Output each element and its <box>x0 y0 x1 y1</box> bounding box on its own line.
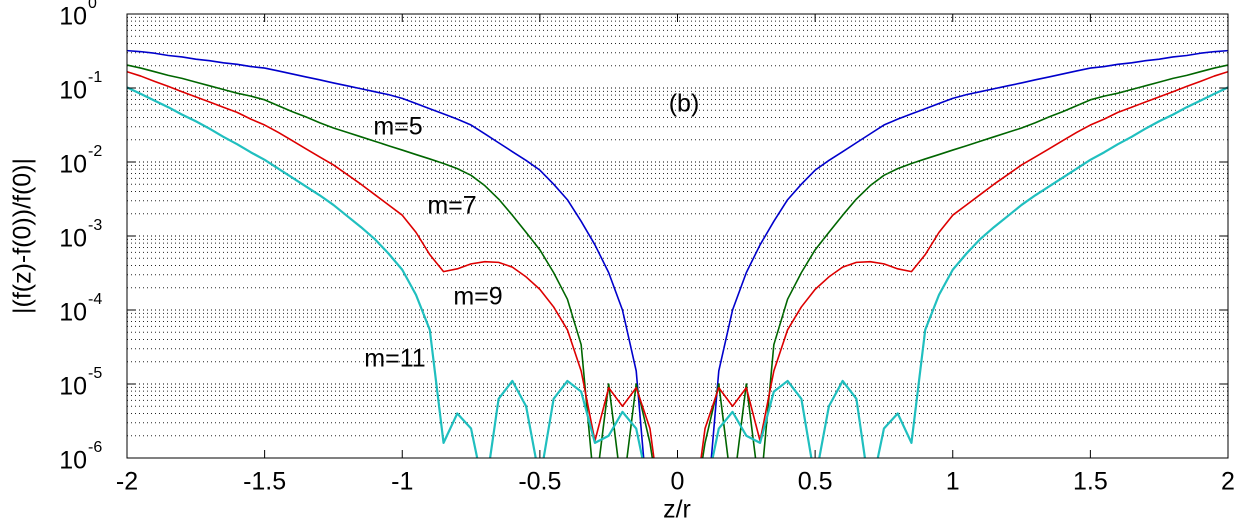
series-label: m=11 <box>364 345 425 373</box>
x-tick-label: 0 <box>671 468 685 496</box>
x-tick-label: -1 <box>391 468 413 496</box>
y-tick-label: 10 <box>59 77 87 105</box>
series-line <box>127 70 1228 458</box>
x-axis-title: z/r <box>663 496 691 524</box>
series-label: m=5 <box>373 113 422 141</box>
y-tick-label: 10 <box>59 299 87 327</box>
y-tick-exponent: -4 <box>88 291 102 308</box>
y-tick-exponent: -5 <box>88 365 102 382</box>
x-tick-label: 1 <box>946 468 960 496</box>
plot-area <box>127 14 1228 458</box>
y-tick-label: 10 <box>59 3 87 31</box>
y-tick-label: 10 <box>59 373 87 401</box>
y-tick-exponent: -1 <box>88 69 102 86</box>
x-tick-label: -1.5 <box>243 468 286 496</box>
y-tick-label: 10 <box>59 447 87 475</box>
series-line <box>127 64 1228 458</box>
y-tick-exponent: -2 <box>88 143 102 160</box>
x-tick-label: 0.5 <box>798 468 833 496</box>
y-tick-exponent: 0 <box>88 0 97 12</box>
y-axis-title: |(f(z)-f(0))/f(0)| <box>9 158 37 314</box>
x-tick-label: 2 <box>1221 468 1235 496</box>
series-line <box>127 86 1228 458</box>
y-tick-exponent: -6 <box>88 439 102 456</box>
y-tick-label: 10 <box>59 225 87 253</box>
x-tick-label: -2 <box>116 468 138 496</box>
x-tick-label: -0.5 <box>518 468 561 496</box>
series-label: m=9 <box>453 283 502 311</box>
series-label: m=7 <box>427 192 476 220</box>
y-tick-label: 10 <box>59 151 87 179</box>
x-tick-label: 1.5 <box>1073 468 1108 496</box>
series-line <box>127 49 1228 458</box>
panel-label: (b) <box>669 90 700 118</box>
y-tick-exponent: -3 <box>88 217 102 234</box>
lines <box>127 49 1228 458</box>
